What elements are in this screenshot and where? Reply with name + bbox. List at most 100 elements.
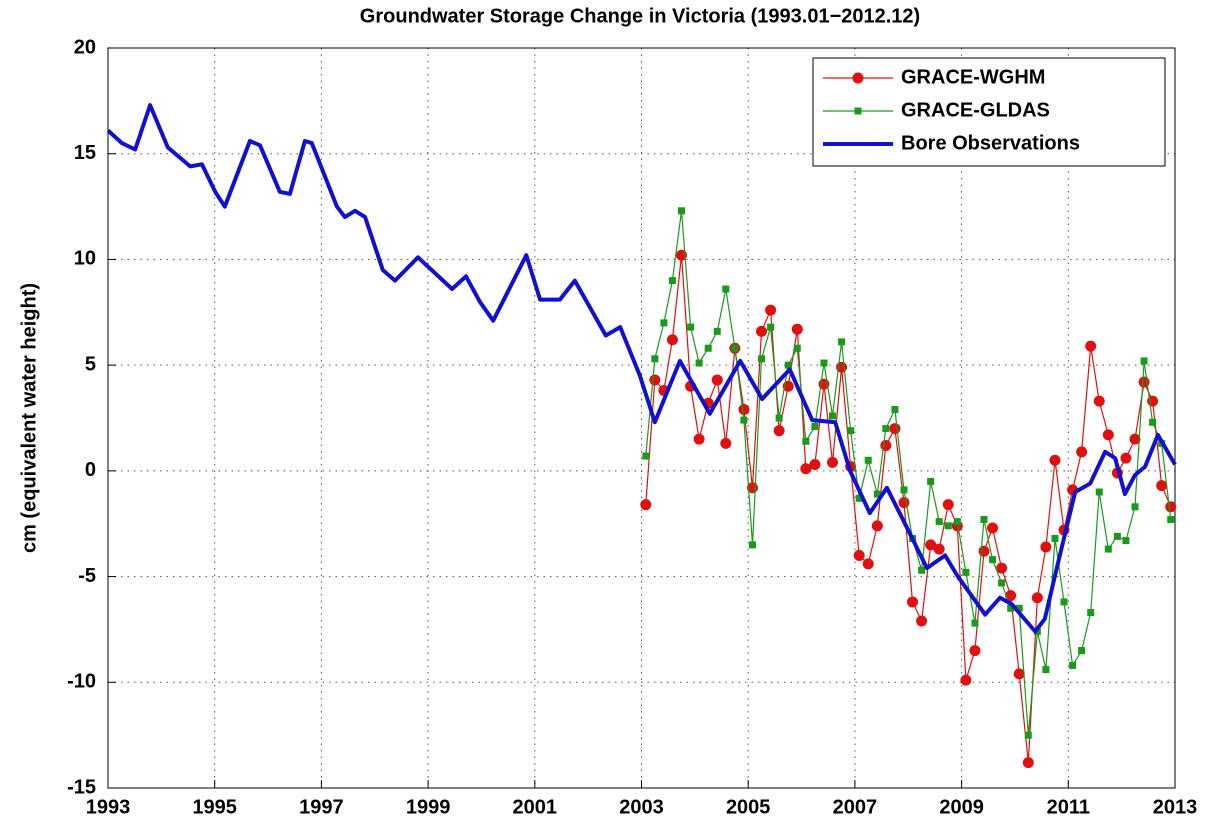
y-tick-label: -15	[67, 776, 96, 798]
data-point	[889, 423, 901, 435]
y-tick-label: 20	[74, 36, 96, 58]
data-point	[1122, 537, 1130, 545]
data-point	[871, 520, 883, 532]
x-tick-label: 2013	[1153, 796, 1198, 818]
y-tick-label: 0	[85, 459, 96, 481]
data-point	[791, 323, 803, 335]
data-point	[1042, 666, 1050, 674]
data-point	[882, 425, 890, 433]
data-point	[695, 359, 703, 367]
data-point	[1078, 647, 1086, 655]
data-point	[916, 615, 928, 627]
data-point	[900, 486, 908, 494]
data-point	[802, 437, 810, 445]
data-point	[800, 463, 812, 475]
data-point	[793, 344, 801, 352]
data-point	[925, 539, 937, 551]
data-point	[1087, 609, 1095, 617]
data-point	[660, 319, 668, 327]
data-point	[1051, 535, 1059, 543]
data-point	[907, 596, 919, 608]
data-point	[1024, 731, 1032, 739]
data-point	[960, 674, 972, 686]
data-point	[649, 374, 661, 386]
data-point	[758, 355, 766, 363]
data-point	[891, 406, 899, 414]
data-point	[1113, 532, 1121, 540]
data-point	[944, 522, 952, 530]
data-point	[1095, 488, 1103, 496]
plot-frame	[107, 47, 1176, 789]
data-point	[1013, 668, 1025, 680]
series-line	[645, 210, 1172, 736]
data-point	[640, 499, 652, 511]
y-tick-label: 10	[74, 248, 96, 270]
data-point	[1069, 661, 1077, 669]
data-point	[998, 579, 1006, 587]
data-point	[676, 249, 688, 261]
legend-box	[812, 57, 1166, 167]
x-tick-label: 1995	[192, 796, 237, 818]
data-point	[775, 414, 783, 422]
legend-label: GRACE-GLDAS	[901, 99, 1050, 121]
x-tick-label: 2007	[833, 796, 878, 818]
data-point	[828, 412, 836, 420]
data-point	[756, 325, 768, 337]
data-point	[987, 522, 999, 534]
x-tick-label: 2001	[513, 796, 558, 818]
data-point	[962, 568, 970, 576]
data-point	[933, 543, 945, 555]
x-tick-label: 1997	[299, 796, 344, 818]
data-point	[996, 562, 1008, 574]
data-point	[838, 338, 846, 346]
x-tick-label: 1999	[406, 796, 451, 818]
data-point	[704, 344, 712, 352]
data-point	[826, 456, 838, 468]
data-point	[864, 456, 872, 464]
data-point	[748, 541, 756, 549]
data-point	[1076, 446, 1088, 458]
legend-marker	[854, 107, 862, 115]
y-tick-label: 15	[74, 142, 96, 164]
data-point	[693, 433, 705, 445]
legend-label: GRACE-WGHM	[901, 66, 1045, 88]
data-point	[969, 645, 981, 657]
data-point	[927, 477, 935, 485]
data-point	[1131, 503, 1139, 511]
series-line	[106, 103, 1177, 634]
y-tick-label: 5	[85, 353, 96, 375]
x-tick-label: 2003	[619, 796, 664, 818]
data-point	[1104, 545, 1112, 553]
data-point	[722, 285, 730, 293]
data-point	[847, 427, 855, 435]
data-point	[855, 494, 863, 502]
data-point	[678, 207, 686, 215]
data-point	[767, 323, 775, 331]
data-point	[898, 497, 910, 509]
data-point	[651, 355, 659, 363]
series-line	[645, 254, 1172, 764]
data-point	[1040, 541, 1052, 553]
y-tick-label: -10	[67, 671, 96, 693]
data-point	[980, 515, 988, 523]
data-point	[873, 490, 881, 498]
data-point	[668, 277, 676, 285]
data-point	[935, 518, 943, 526]
data-point	[809, 459, 821, 471]
data-point	[740, 416, 748, 424]
data-point	[1120, 452, 1132, 464]
x-tick-label: 2009	[939, 796, 984, 818]
data-point	[811, 422, 819, 430]
data-point	[713, 327, 721, 335]
data-point	[989, 556, 997, 564]
data-point	[1007, 604, 1015, 612]
data-point	[1031, 592, 1043, 604]
data-point	[1049, 454, 1061, 466]
y-tick-label: -5	[78, 565, 96, 587]
data-point	[1060, 598, 1068, 606]
data-point	[666, 334, 678, 346]
data-point	[1093, 395, 1105, 407]
data-point	[1149, 418, 1157, 426]
x-tick-label: 2011	[1047, 796, 1090, 818]
